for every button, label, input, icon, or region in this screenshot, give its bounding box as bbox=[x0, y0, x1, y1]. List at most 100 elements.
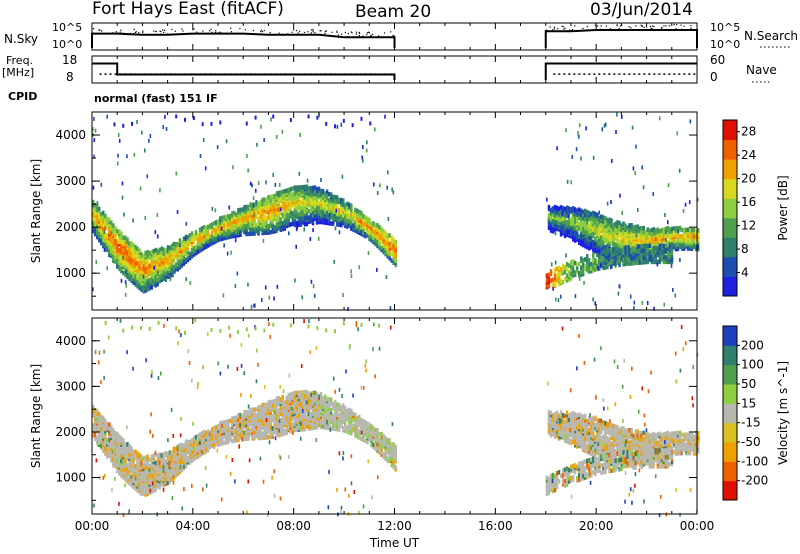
power-band-cell bbox=[154, 270, 157, 276]
nsearch-point bbox=[350, 31, 352, 33]
power-band-cell bbox=[263, 220, 266, 225]
power-band2-cell bbox=[654, 245, 658, 251]
power-band-cell bbox=[307, 196, 311, 202]
power-band-cell bbox=[269, 194, 272, 200]
power-scatter-cell bbox=[682, 208, 685, 213]
power-band-cell bbox=[307, 209, 311, 214]
nsearch-point bbox=[665, 25, 667, 27]
nsearch-point bbox=[355, 31, 358, 33]
power-scatter-cell bbox=[159, 188, 161, 193]
power-band-cell bbox=[146, 249, 149, 255]
power-band-cell bbox=[94, 221, 97, 226]
power-band-cell bbox=[384, 241, 387, 247]
power-band-cell bbox=[559, 225, 563, 231]
power-band-cell bbox=[168, 253, 172, 259]
nsearch-point bbox=[392, 35, 394, 37]
nsearch-point bbox=[133, 28, 135, 30]
power-scatter-cell bbox=[132, 218, 134, 223]
nsearch-point bbox=[209, 30, 211, 32]
power-band-cell bbox=[376, 227, 379, 232]
power-band-cell bbox=[180, 259, 184, 264]
power-scatter-cell bbox=[106, 266, 108, 271]
power-band-cell bbox=[102, 241, 105, 247]
power-band-cell bbox=[243, 223, 246, 229]
power-band-cell bbox=[325, 210, 329, 215]
power-band-cell bbox=[128, 247, 131, 253]
power-scatter-cell bbox=[125, 283, 128, 288]
power-band-cell bbox=[610, 218, 613, 223]
power-band-cell bbox=[118, 248, 121, 253]
power-band-cell bbox=[354, 218, 357, 223]
power-scatter-cell bbox=[333, 259, 335, 264]
nsearch-point bbox=[312, 31, 314, 33]
nsearch-point bbox=[181, 28, 183, 30]
nsearch-point bbox=[311, 29, 313, 31]
power-band-cell bbox=[620, 227, 623, 232]
power-band-cell bbox=[648, 228, 652, 234]
power-band-cell bbox=[106, 216, 109, 222]
nsearch-point bbox=[594, 24, 597, 26]
power-band-cell bbox=[325, 189, 329, 195]
nsearch-point bbox=[153, 30, 155, 32]
power-band-cell bbox=[388, 256, 391, 261]
power-band-cell bbox=[374, 229, 377, 234]
nsearch-point bbox=[370, 36, 373, 38]
power-scatter-cell bbox=[154, 230, 157, 235]
power-scatter-cell bbox=[301, 295, 304, 300]
power-scatter-cell bbox=[103, 247, 106, 252]
power-band-cell bbox=[243, 204, 246, 210]
power-band-cell bbox=[267, 195, 270, 200]
power-scatter-cell bbox=[674, 293, 677, 298]
power-band-cell bbox=[269, 211, 272, 216]
power-band-cell bbox=[346, 201, 349, 207]
power-band-cell bbox=[172, 241, 176, 247]
power-scatter-cell bbox=[556, 146, 558, 151]
power-band-cell bbox=[606, 227, 609, 232]
power-band-cell bbox=[182, 259, 186, 264]
power-band-cell bbox=[338, 197, 341, 203]
power-scatter-cell bbox=[341, 174, 344, 179]
power-band-cell bbox=[198, 233, 202, 239]
power-band-cell bbox=[223, 229, 226, 235]
power-band-cell bbox=[602, 225, 605, 231]
nsearch-point bbox=[650, 27, 652, 29]
power-scatter-cell bbox=[641, 165, 644, 170]
power-band-cell bbox=[237, 218, 240, 223]
power-band-cell bbox=[362, 222, 365, 227]
nsearch-point bbox=[680, 28, 683, 31]
power-band-cell bbox=[210, 222, 214, 227]
power-scatter-cell bbox=[274, 182, 277, 187]
power-band-cell bbox=[551, 206, 555, 211]
power-band-cell bbox=[291, 211, 295, 216]
power-band-cell bbox=[366, 216, 369, 222]
power-scatter-cell bbox=[566, 229, 568, 234]
power-scatter-cell bbox=[603, 266, 606, 271]
power-band-cell bbox=[340, 197, 343, 203]
power-band-cell bbox=[350, 215, 353, 221]
nsearch-point bbox=[557, 28, 559, 30]
power-band-cell bbox=[344, 221, 347, 226]
power-band-cell bbox=[596, 249, 599, 255]
power-scatter-cell bbox=[214, 208, 217, 213]
power-band-cell bbox=[257, 210, 260, 215]
power-band-cell bbox=[180, 240, 184, 245]
power-band-cell bbox=[360, 210, 363, 216]
power-band-cell bbox=[210, 234, 214, 240]
power-scatter-cell bbox=[116, 161, 119, 166]
power-band-cell bbox=[104, 219, 107, 225]
power-band-cell bbox=[253, 218, 256, 224]
power-band-cell bbox=[154, 247, 157, 253]
nsearch-point bbox=[129, 32, 132, 35]
power-band-cell bbox=[604, 220, 607, 225]
power-band-cell bbox=[287, 222, 291, 228]
power-scatter-cell bbox=[567, 214, 570, 219]
power-upper-cell bbox=[113, 122, 116, 127]
power-scatter-cell bbox=[94, 128, 97, 133]
nsearch-point bbox=[619, 25, 621, 27]
power-band-cell bbox=[162, 251, 165, 257]
power-band-cell bbox=[192, 246, 196, 251]
power-scatter-cell bbox=[578, 123, 581, 128]
power-band-cell bbox=[549, 226, 553, 231]
power-scatter-cell bbox=[375, 267, 378, 272]
power-band-cell bbox=[227, 222, 230, 227]
